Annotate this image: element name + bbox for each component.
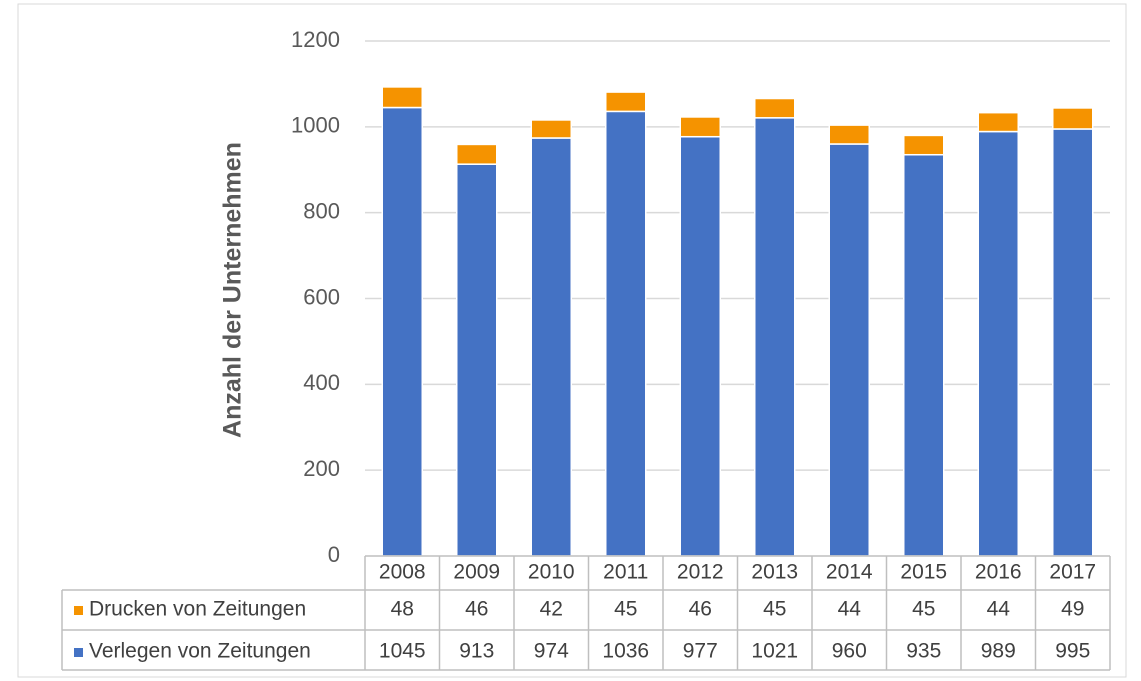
x-tick-label: 2011 <box>603 561 648 584</box>
table-value: 995 <box>1055 640 1090 663</box>
x-tick-label: 2009 <box>453 561 500 584</box>
bar-segment <box>977 111 1019 133</box>
bar-segment <box>828 143 870 557</box>
bar-segment <box>903 153 945 557</box>
bar-segment <box>679 135 721 557</box>
legend-label: Verlegen von Zeitungen <box>89 640 311 663</box>
y-tick-label: 400 <box>303 370 340 395</box>
bar-segment <box>977 130 1019 557</box>
bar-segment <box>754 97 796 119</box>
bar-segment <box>530 119 572 139</box>
bar-segment <box>903 134 945 156</box>
x-tick-label: 2012 <box>677 561 724 584</box>
table-value: 1036 <box>602 640 649 663</box>
chart-frame <box>17 3 1127 678</box>
y-axis-title: Anzahl der Unternehmen <box>219 142 247 438</box>
y-tick-label: 800 <box>303 198 340 223</box>
legend-label: Drucken von Zeitungen <box>89 598 306 621</box>
bar-segment <box>1052 128 1094 557</box>
table-value: 42 <box>540 598 563 621</box>
bar-segment <box>456 163 498 557</box>
bar-segment <box>828 124 870 145</box>
y-tick-label: 1000 <box>291 113 340 138</box>
bar-segment <box>605 110 647 557</box>
legend-key <box>74 648 83 657</box>
table-value: 45 <box>614 598 637 621</box>
table-value: 44 <box>987 598 1011 621</box>
table-value: 44 <box>838 598 862 621</box>
x-tick-label: 2010 <box>528 561 575 584</box>
bar-segment <box>456 143 498 165</box>
table-value: 45 <box>763 598 786 621</box>
table-value: 977 <box>683 640 718 663</box>
table-value: 46 <box>465 598 488 621</box>
legend-key <box>74 606 83 615</box>
x-tick-label: 2015 <box>900 561 947 584</box>
bar-segment <box>1052 107 1094 130</box>
table-value: 913 <box>459 640 494 663</box>
table-value: 960 <box>832 640 867 663</box>
y-tick-label: 600 <box>303 284 340 309</box>
table-value: 1021 <box>751 640 798 663</box>
y-tick-label: 0 <box>328 542 340 567</box>
bar-segment <box>381 86 423 109</box>
x-tick-label: 2017 <box>1049 561 1096 584</box>
table-value: 974 <box>534 640 569 663</box>
bar-segment <box>530 137 572 557</box>
table-value: 989 <box>981 640 1016 663</box>
x-tick-label: 2016 <box>975 561 1022 584</box>
x-tick-label: 2008 <box>379 561 426 584</box>
table-value: 1045 <box>379 640 426 663</box>
bar-segment <box>381 106 423 557</box>
table-value: 45 <box>912 598 935 621</box>
table-value: 935 <box>906 640 941 663</box>
y-tick-label: 1200 <box>291 27 340 52</box>
table-value: 49 <box>1061 598 1084 621</box>
x-tick-label: 2013 <box>751 561 798 584</box>
table-value: 46 <box>689 598 712 621</box>
bar-segment <box>679 116 721 138</box>
table-value: 48 <box>391 598 414 621</box>
x-tick-label: 2014 <box>826 561 873 584</box>
bar-segment <box>754 117 796 557</box>
y-tick-label: 200 <box>303 456 340 481</box>
bar-segment <box>605 91 647 113</box>
